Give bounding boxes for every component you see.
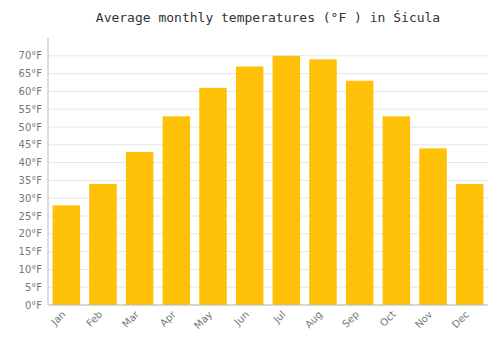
y-tick-label: 65°F <box>19 68 43 79</box>
y-tick-label: 50°F <box>19 122 43 133</box>
y-tick-label: 15°F <box>19 246 43 257</box>
bar <box>456 184 484 305</box>
x-tick-label: Jun <box>232 309 252 329</box>
bar <box>236 66 264 305</box>
y-tick-label: 5°F <box>25 282 42 293</box>
y-tick-label: 10°F <box>19 264 43 275</box>
x-tick-label: Sep <box>340 309 361 330</box>
title: Average monthly temperatures (°F ) in Śi… <box>96 10 440 25</box>
grid-line <box>48 305 488 306</box>
bar <box>346 81 374 305</box>
grid-line <box>48 127 488 128</box>
x-tick-label: Jan <box>48 309 67 328</box>
bars <box>53 56 484 305</box>
bar <box>419 148 447 305</box>
bar <box>53 205 80 305</box>
x-tick-label: Oct <box>378 309 398 329</box>
x-axis-line <box>48 305 488 306</box>
x-tick-label: Aug <box>303 309 325 331</box>
y-tick-label: 20°F <box>19 228 43 239</box>
x-tick-label: May <box>192 309 214 331</box>
y-tick-label: 35°F <box>19 175 43 186</box>
y-tick-label: 30°F <box>19 193 43 204</box>
bar <box>126 152 153 305</box>
grid-line <box>48 144 488 145</box>
y-tick-label: 25°F <box>19 211 43 222</box>
grid <box>48 56 488 305</box>
y-tick-label: 0°F <box>25 300 42 311</box>
y-tick-label: 60°F <box>19 86 43 97</box>
y-tick-label: 45°F <box>19 139 43 150</box>
bar <box>383 116 411 305</box>
x-tick-label: Mar <box>120 308 142 330</box>
grid-line <box>48 109 488 110</box>
y-tick-label: 70°F <box>19 50 43 61</box>
bar <box>89 184 117 305</box>
bar <box>273 56 301 305</box>
x-tick-label: Nov <box>413 309 435 331</box>
y-tick-label: 40°F <box>19 157 43 168</box>
grid-line <box>48 91 488 92</box>
grid-line <box>48 55 488 56</box>
x-tick-label: Apr <box>158 308 179 329</box>
bar <box>309 59 337 305</box>
chart: Average monthly temperatures (°F ) in Śi… <box>0 0 500 350</box>
bar <box>199 88 227 305</box>
x-tick-label: Jul <box>271 309 288 326</box>
y-axis-line <box>48 38 49 305</box>
x-tick-label: Dec <box>450 309 471 330</box>
bar <box>163 116 191 305</box>
grid-line <box>48 73 488 74</box>
y-tick-label: 55°F <box>19 104 43 115</box>
x-tick-label: Feb <box>84 309 104 329</box>
